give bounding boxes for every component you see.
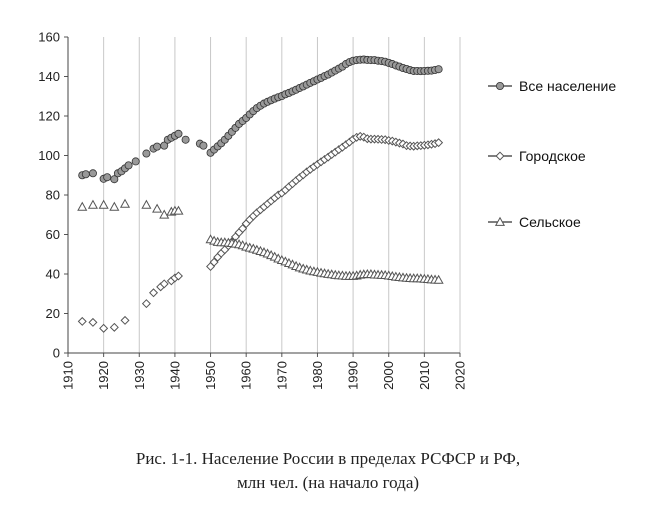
- x-tick-label-1960: 1960: [239, 361, 254, 390]
- x-tick-label-1950: 1950: [203, 361, 218, 390]
- series-2: [77, 131, 444, 333]
- legend-label-2: Городское: [519, 148, 586, 164]
- y-tick-label-160: 160: [38, 30, 60, 45]
- data-point-1-1948: [199, 141, 208, 150]
- legend-marker-2: [495, 151, 505, 161]
- data-point-2-2014: [434, 138, 444, 148]
- data-point-3-2014: [433, 274, 444, 284]
- data-point-1-1915: [81, 170, 90, 179]
- y-tick-label-80: 80: [46, 188, 60, 203]
- data-point-2-1914: [77, 316, 87, 326]
- y-tick-label-0: 0: [53, 346, 60, 361]
- x-tick-label-1970: 1970: [274, 361, 289, 390]
- data-point-1-1921: [103, 173, 112, 182]
- y-tick-label-140: 140: [38, 69, 60, 84]
- data-point-1-1943: [181, 135, 190, 144]
- x-tick-label-1990: 1990: [346, 361, 361, 390]
- series-1: [78, 55, 443, 184]
- data-point-1-1923: [110, 175, 119, 184]
- x-tick-label-2000: 2000: [381, 361, 396, 390]
- data-point-1-1929: [131, 157, 140, 166]
- figure-caption-line-1: Рис. 1-1. Население России в пределах РС…: [135, 449, 521, 468]
- data-point-2-1941: [173, 271, 183, 281]
- x-tick-label-1980: 1980: [310, 361, 325, 390]
- legend-item-1: Все население: [488, 78, 616, 94]
- data-point-2-1923: [109, 322, 119, 332]
- x-tick-label-2020: 2020: [453, 361, 468, 390]
- data-point-2-1926: [120, 315, 130, 325]
- x-tick-label-2010: 2010: [417, 361, 432, 390]
- x-axis-tick-labels: 1910 1920 1930 1940 1950 1960 1970 1980 1990 2000…: [61, 361, 468, 390]
- data-point-3-1917: [87, 199, 98, 209]
- legend-marker-1: [495, 82, 504, 91]
- x-tick-label-1920: 1920: [96, 361, 111, 390]
- data-point-3-1932: [141, 199, 152, 209]
- legend-item-3: Сельское: [488, 214, 581, 230]
- data-point-2-1951: [209, 257, 219, 267]
- data-point-3-1926: [119, 198, 131, 208]
- data-point-3-1920: [98, 199, 109, 209]
- data-point-3-1935: [152, 203, 163, 213]
- data-point-3-1941: [173, 205, 184, 215]
- data-point-1-1917: [88, 169, 97, 178]
- legend-label-1: Все население: [519, 78, 616, 94]
- population-chart: 1910 1920 1930 1940 1950 1960 1970 1980 1990 2000…: [38, 30, 616, 390]
- y-tick-label-120: 120: [38, 109, 60, 124]
- data-point-1-1935: [153, 142, 162, 151]
- data-point-2-1959: [238, 224, 248, 234]
- data-point-3-1923: [109, 201, 120, 211]
- data-point-1-1932: [142, 149, 151, 158]
- data-point-3-1914: [77, 201, 88, 211]
- y-tick-label-20: 20: [46, 306, 60, 321]
- data-point-2-1920: [99, 323, 109, 333]
- x-tick-label-1940: 1940: [167, 361, 182, 390]
- data-point-3-1937: [159, 209, 170, 219]
- series-3: [77, 198, 444, 284]
- data-point-2-1917: [88, 317, 98, 327]
- data-point-2-1934: [149, 288, 159, 298]
- data-markers: [77, 55, 444, 333]
- y-tick-label-60: 60: [46, 227, 60, 242]
- legend-item-2: Городское: [488, 148, 586, 164]
- y-tick-label-40: 40: [46, 267, 60, 282]
- x-tick-label-1910: 1910: [61, 361, 76, 390]
- y-axis-tick-labels: 0 20 40 60 80 100 120 140 160: [38, 30, 60, 361]
- axes: [64, 36, 461, 357]
- y-tick-label-100: 100: [38, 148, 60, 163]
- legend-label-3: Сельское: [519, 214, 581, 230]
- data-point-2-1937: [159, 279, 169, 289]
- data-point-1-1927: [124, 161, 133, 170]
- data-point-1-1941: [174, 129, 183, 138]
- data-point-1-1937: [160, 141, 169, 150]
- x-tick-label-1930: 1930: [132, 361, 147, 390]
- data-point-1-2014: [434, 65, 443, 74]
- legend-marker-3: [494, 216, 506, 226]
- figure-caption-line-2: млн чел. (на начало года): [236, 473, 420, 492]
- legend: Все население Городское Сельское: [488, 78, 616, 230]
- data-point-2-1932: [141, 299, 151, 309]
